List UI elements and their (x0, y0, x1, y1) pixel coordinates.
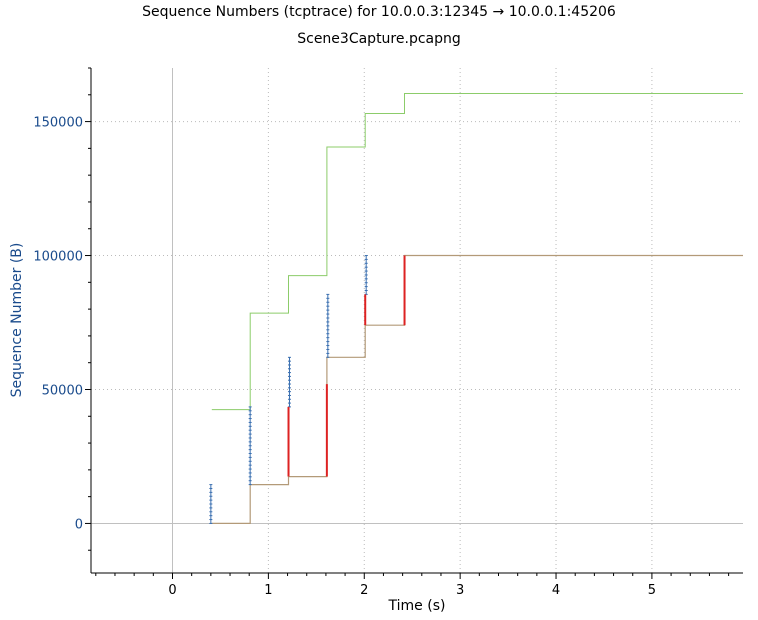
zero-lines (91, 68, 743, 573)
y-axis-title: Sequence Number (B) (9, 243, 25, 398)
tick-labels: 0 1 2 3 4 5 0 50000 100000 150000 (33, 116, 656, 598)
chart-subtitle: Scene3Capture.pcapng (297, 31, 461, 47)
segment-burst (209, 484, 213, 524)
y-tick-label: 50000 (42, 383, 83, 398)
y-tick-label: 0 (75, 517, 83, 532)
x-tick-label: 5 (648, 583, 656, 598)
y-tick-label: 100000 (33, 250, 83, 265)
series (209, 93, 743, 524)
receive-window-line (211, 93, 743, 411)
x-tick-label: 4 (552, 583, 560, 598)
x-tick-label: 2 (360, 583, 368, 598)
x-axis-title: Time (s) (388, 598, 446, 614)
segment-burst (248, 406, 252, 486)
x-tick-label: 3 (456, 583, 464, 598)
segment-burst (326, 293, 330, 358)
segment-burst (364, 255, 368, 295)
grid (91, 68, 743, 573)
axes (85, 67, 743, 579)
chart-title: Sequence Numbers (tcptrace) for 10.0.0.3… (142, 4, 616, 20)
x-tick-label: 1 (264, 583, 272, 598)
y-tick-label: 150000 (33, 116, 83, 131)
x-tick-label: 0 (168, 583, 176, 598)
segment-burst (287, 356, 291, 408)
